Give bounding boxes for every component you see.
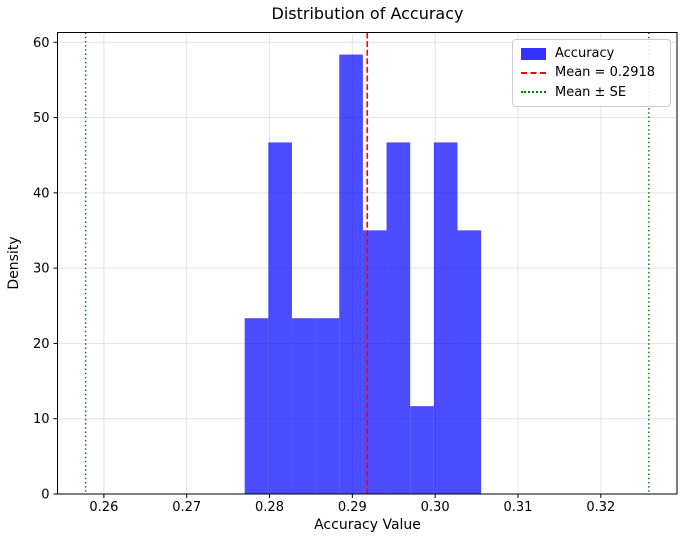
- legend-swatch-se-dotted-line: [521, 91, 546, 94]
- y-tick-label: 40: [33, 186, 50, 201]
- histogram-bar: [339, 54, 363, 494]
- legend-label-accuracy: Accuracy: [555, 46, 615, 62]
- x-axis-label: Accuracy Value: [314, 517, 421, 533]
- chart-title: Distribution of Accuracy: [271, 4, 464, 23]
- x-tick-label: 0.31: [504, 500, 533, 515]
- legend-label-se: Mean ± SE: [555, 84, 627, 100]
- x-tick-label: 0.26: [89, 500, 118, 515]
- x-tick-label: 0.30: [421, 500, 450, 515]
- x-tick-label: 0.29: [338, 500, 367, 515]
- y-tick-label: 30: [33, 262, 50, 277]
- histogram-bar: [410, 406, 434, 494]
- legend-item-accuracy: Accuracy: [521, 46, 662, 61]
- histogram-bar: [291, 318, 316, 494]
- x-tick-label: 0.28: [255, 500, 284, 515]
- legend-item-se: Mean ± SE: [521, 85, 662, 100]
- legend: Accuracy Mean = 0.2918 Mean ± SE: [512, 39, 671, 107]
- y-tick-label: 50: [33, 111, 50, 126]
- histogram-bar: [362, 230, 387, 494]
- legend-label-mean: Mean = 0.2918: [555, 65, 656, 81]
- legend-swatch-accuracy-patch: [521, 47, 546, 60]
- histogram-bar: [244, 318, 269, 494]
- legend-item-mean: Mean = 0.2918: [521, 65, 662, 80]
- histogram-bar: [433, 142, 458, 494]
- y-tick-label: 10: [33, 412, 50, 427]
- histogram-bar: [386, 142, 411, 494]
- histogram-bar: [457, 230, 482, 494]
- histogram-bar: [268, 142, 292, 494]
- y-tick-label: 0: [41, 488, 49, 503]
- plot-border: [57, 32, 678, 495]
- x-tick-label: 0.32: [586, 500, 615, 515]
- histogram-bar: [315, 318, 340, 494]
- y-tick-label: 20: [33, 337, 50, 352]
- y-tick-label: 60: [33, 36, 50, 51]
- x-tick-label: 0.27: [172, 500, 201, 515]
- legend-swatch-mean-dashed-line: [521, 71, 546, 74]
- y-axis-label: Density: [6, 236, 22, 290]
